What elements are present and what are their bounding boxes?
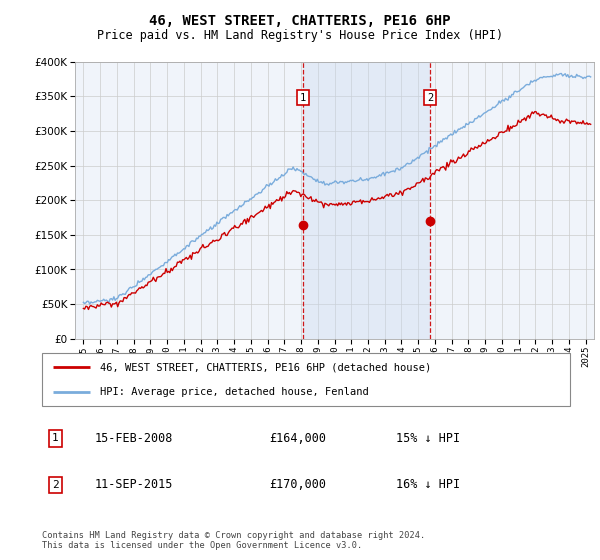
Text: 46, WEST STREET, CHATTERIS, PE16 6HP: 46, WEST STREET, CHATTERIS, PE16 6HP <box>149 14 451 28</box>
Text: £164,000: £164,000 <box>269 432 326 445</box>
Text: Price paid vs. HM Land Registry's House Price Index (HPI): Price paid vs. HM Land Registry's House … <box>97 29 503 42</box>
Text: 1: 1 <box>300 92 306 102</box>
Text: 2: 2 <box>427 92 433 102</box>
Text: £170,000: £170,000 <box>269 478 326 491</box>
Text: 11-SEP-2015: 11-SEP-2015 <box>95 478 173 491</box>
Text: Contains HM Land Registry data © Crown copyright and database right 2024.
This d: Contains HM Land Registry data © Crown c… <box>42 531 425 550</box>
Bar <box>303 62 430 339</box>
Text: 2: 2 <box>52 480 59 489</box>
Text: 15% ↓ HPI: 15% ↓ HPI <box>396 432 460 445</box>
Text: 1: 1 <box>52 433 59 444</box>
Text: 16% ↓ HPI: 16% ↓ HPI <box>396 478 460 491</box>
Text: 15-FEB-2008: 15-FEB-2008 <box>95 432 173 445</box>
Text: HPI: Average price, detached house, Fenland: HPI: Average price, detached house, Fenl… <box>100 386 369 396</box>
FancyBboxPatch shape <box>42 353 570 406</box>
Text: 46, WEST STREET, CHATTERIS, PE16 6HP (detached house): 46, WEST STREET, CHATTERIS, PE16 6HP (de… <box>100 362 431 372</box>
